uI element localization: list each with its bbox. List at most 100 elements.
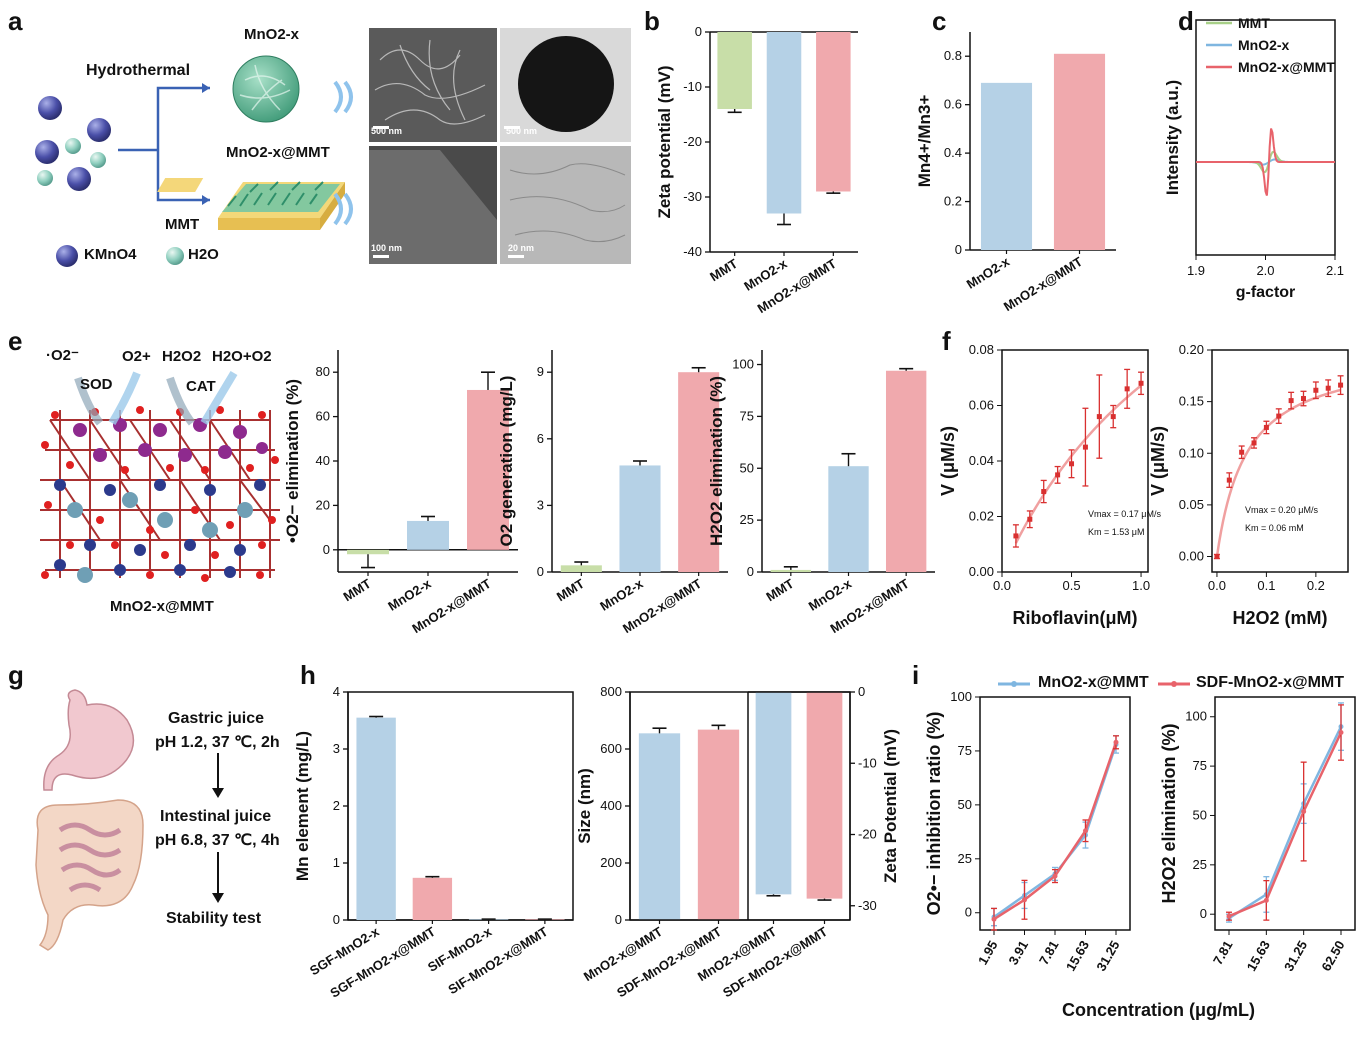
spectrum-mnox-mmt [1196,128,1335,196]
data-point [1027,516,1033,522]
legend-h2o-sphere [166,247,184,265]
mnox-label: MnO2-x [244,26,300,43]
sod-arrow-out [108,371,141,426]
data-point [1013,533,1019,539]
data-point [1052,873,1058,879]
x-tick-label: MMT [763,576,796,604]
y-axis-label: H2O2 elimination (%) [1159,723,1179,903]
y-tick-label: 0 [965,905,972,920]
y-axis-label: V (μM/s) [1148,426,1168,496]
y-tick-label: 2 [333,798,340,813]
data-point [1069,461,1075,467]
panel-letter-h: h [300,660,316,690]
legend-i-mnox-mmt: MnO2-x@MMT [1038,674,1149,691]
scale-bar-label: 100 nm [371,243,403,253]
bar-SDF-MnO2-x@MMT [806,692,843,899]
y-tick-label: 0 [1200,906,1207,921]
y-tick-label: 50 [740,460,754,475]
kmno4-sphere [67,167,91,191]
x-tick-label: 0.2 [1307,578,1325,593]
bar-MMT [770,569,812,572]
y-tick-label: 25 [1193,857,1207,872]
y-tick-label: -20 [858,827,877,842]
x-tick-label: MnO2-x [806,575,855,613]
h2o-o2-label: H2O+O2 [212,348,272,365]
data-point [1113,739,1119,745]
data-point [1055,472,1061,478]
micrographs [369,28,631,264]
kmno4-sphere [35,140,59,164]
x-tick-label: 7.81 [1036,938,1062,967]
series-line-MnO2-x@MMT [993,744,1118,919]
bar-MnO2-x@MMT [638,733,681,920]
data-point [1041,489,1047,495]
stomach-illustration [43,689,135,791]
bar-SGF-MnO2-x [356,717,396,920]
panel-letter-c: c [932,6,947,36]
series-line-SDF-MnO2-x@MMT [1228,732,1343,918]
x-axis-label: Riboflavin(μM) [1013,608,1138,628]
legend-i-marker-blue [1011,681,1017,687]
data-point [1263,897,1269,903]
bar-MnO2-x [619,465,661,572]
y-tick-label: 75 [740,408,754,423]
cat-arrow-in [166,376,196,426]
y-tick-label: 0.06 [969,398,994,413]
y-axis-label: Zeta Potential (mV) [881,729,900,883]
y-tick-label: 0.05 [1179,497,1204,512]
plot-frame [1195,19,1336,256]
chart-d: 1.9 2.0 2.1 g-factor Intensity (a.u.) MMT MnO2… [1163,15,1344,301]
plot-frame [1211,349,1349,573]
chart-h2: MnO2-x@MMTSDF-MnO2-x@MMT0200400600800Siz… [575,684,748,1000]
x-tick-label: 31.25 [1093,938,1122,974]
x-tick-label: 3.91 [1005,938,1031,967]
data-point [1338,730,1344,736]
y-tick-label: 200 [600,855,622,870]
scale-bar-label: 500 nm [506,126,538,136]
chart-f1: 0.0 0.5 1.0 0.00 0.02 0.04 0.06 0.08 Riboflavin(… [938,342,1150,628]
mmt-label: MMT [165,216,200,233]
bar-MMT [560,565,602,572]
y-axis-label: V (μM/s) [938,426,958,496]
plot-frame [1214,696,1356,931]
bar-MnO2-x [980,82,1033,250]
y-tick-label: 0 [858,684,865,699]
y-tick-label: 0.20 [1179,342,1204,357]
bar-MnO2-x [766,32,802,214]
y-tick-label: 0 [695,24,702,39]
crystal-caption: MnO2-x@MMT [110,598,214,615]
legend-label: MMT [1238,15,1270,31]
x-axis-label: g-factor [1236,284,1296,301]
data-point [1338,382,1344,388]
legend-kmno4-sphere [56,245,78,267]
y-tick-label: 800 [600,684,622,699]
fit-km-right: Km = 0.06 mM [1245,523,1304,533]
arrowheads [202,83,210,205]
o2-plus-label: O2+ [122,348,151,365]
legend-i-sdf: SDF-MnO2-x@MMT [1196,674,1345,691]
y-axis-label: Mn element (mg/L) [293,731,312,881]
y-tick-label: 0.2 [944,194,962,209]
y-tick-label: 75 [1193,758,1207,773]
data-point [991,916,997,922]
kmno4-sphere [38,96,62,120]
panel-letter-f: f [942,326,951,356]
bar-MnO2-x@MMT [678,372,720,572]
x-tick-label: MnO2-x [597,575,646,613]
x-tick-label: MMT [707,256,740,284]
data-point [1288,398,1294,404]
y-tick-label: -30 [858,898,877,913]
cat-label: CAT [186,378,216,395]
data-point [1239,449,1245,455]
x-tick-label: 15.63 [1244,938,1273,974]
x-tick-label: SIF-MnO2-x@MMT [445,924,550,997]
bar-MnO2-x@MMT [885,370,927,572]
bar-MnO2-x@MMT [816,32,851,192]
branch-connector [118,86,210,202]
cat-arrow-out [200,370,238,426]
panel-letter-i: i [912,660,920,690]
x-tick-label: 1.9 [1187,263,1205,278]
